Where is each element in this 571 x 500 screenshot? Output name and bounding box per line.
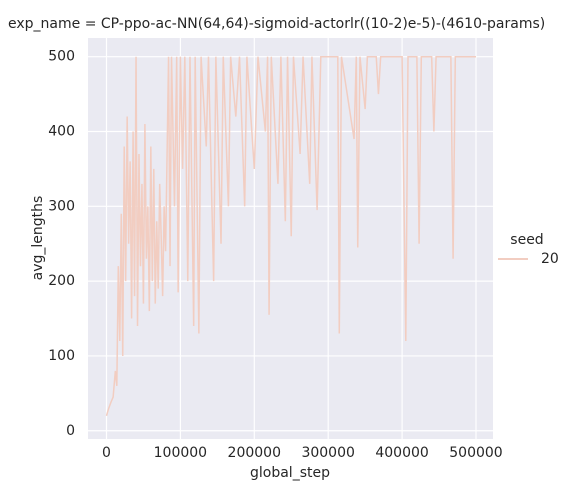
x-tick-label: 0 — [102, 445, 111, 461]
y-tick-label: 100 — [48, 348, 75, 364]
x-tick-label: 100000 — [154, 445, 207, 461]
x-tick-label: 200000 — [228, 445, 281, 461]
legend-title: seed — [510, 232, 543, 248]
chart-title: exp_name = CP-ppo-ac-NN(64,64)-sigmoid-a… — [8, 16, 545, 32]
x-tick-label: 500000 — [449, 445, 502, 461]
x-tick-label: 400000 — [375, 445, 428, 461]
x-tick-label: 300000 — [301, 445, 354, 461]
y-tick-label: 500 — [48, 49, 75, 65]
plot-area — [88, 38, 493, 439]
x-axis-label: global_step — [250, 465, 330, 481]
y-tick-label: 0 — [66, 423, 75, 439]
y-axis-label: avg_lengths — [30, 196, 46, 281]
line — [105, 55, 476, 417]
legend-label: 20 — [541, 251, 559, 267]
y-tick-label: 300 — [48, 198, 75, 214]
y-tick-label: 200 — [48, 273, 75, 289]
y-tick-label: 400 — [48, 124, 75, 140]
